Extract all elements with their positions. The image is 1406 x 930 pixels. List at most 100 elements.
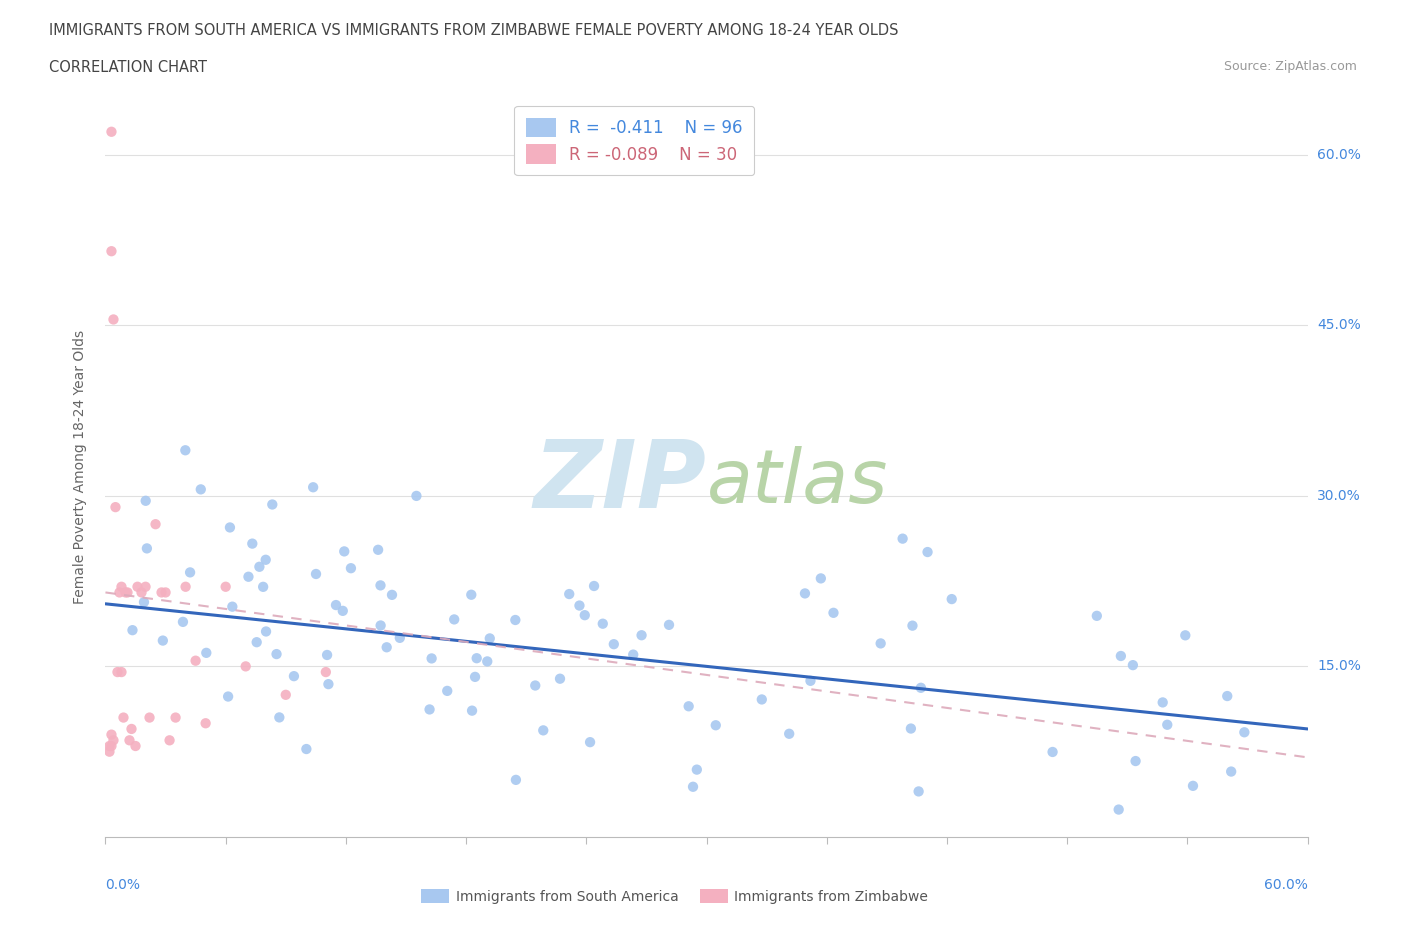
Point xyxy=(704,718,727,733)
Point xyxy=(179,565,201,579)
Point xyxy=(579,735,602,750)
Point xyxy=(269,710,291,724)
Point xyxy=(190,482,212,497)
Point xyxy=(152,633,174,648)
Point xyxy=(98,738,121,753)
Point xyxy=(907,784,929,799)
Point xyxy=(505,773,527,788)
Point xyxy=(214,579,236,594)
Point xyxy=(869,636,891,651)
Point xyxy=(318,677,340,692)
Point xyxy=(375,640,398,655)
Legend: R =  -0.411    N = 96, R = -0.089    N = 30: R = -0.411 N = 96, R = -0.089 N = 30 xyxy=(515,106,755,176)
Point xyxy=(443,612,465,627)
Point xyxy=(302,480,325,495)
Text: IMMIGRANTS FROM SOUTH AMERICA VS IMMIGRANTS FROM ZIMBABWE FEMALE POVERTY AMONG 1: IMMIGRANTS FROM SOUTH AMERICA VS IMMIGRA… xyxy=(49,23,898,38)
Point xyxy=(751,692,773,707)
Point xyxy=(901,618,924,633)
Point xyxy=(194,716,217,731)
Point xyxy=(568,598,591,613)
Point xyxy=(100,727,122,742)
Text: atlas: atlas xyxy=(707,446,889,518)
Point xyxy=(235,659,257,674)
Point xyxy=(461,703,484,718)
Point xyxy=(104,499,127,514)
Point xyxy=(240,537,263,551)
Point xyxy=(217,689,239,704)
Point xyxy=(110,665,132,680)
Point xyxy=(174,579,197,594)
Point xyxy=(340,561,363,576)
Point xyxy=(155,585,177,600)
Text: 15.0%: 15.0% xyxy=(1317,659,1361,673)
Point xyxy=(1125,753,1147,768)
Point xyxy=(388,631,411,645)
Point xyxy=(145,517,167,532)
Point xyxy=(910,681,932,696)
Point xyxy=(174,443,197,458)
Point xyxy=(254,624,277,639)
Point xyxy=(1216,688,1239,703)
Point xyxy=(110,579,132,594)
Point xyxy=(295,741,318,756)
Point xyxy=(464,670,486,684)
Text: 30.0%: 30.0% xyxy=(1317,489,1361,503)
Point xyxy=(465,651,488,666)
Text: 45.0%: 45.0% xyxy=(1317,318,1361,332)
Legend: Immigrants from South America, Immigrants from Zimbabwe: Immigrants from South America, Immigrant… xyxy=(416,884,934,910)
Point xyxy=(917,545,939,560)
Point xyxy=(238,569,260,584)
Point xyxy=(658,618,681,632)
Point xyxy=(1109,648,1132,663)
Point xyxy=(333,544,356,559)
Point xyxy=(108,585,131,600)
Point xyxy=(823,605,845,620)
Point xyxy=(370,618,392,633)
Point xyxy=(135,541,157,556)
Point xyxy=(305,566,328,581)
Point xyxy=(138,711,160,725)
Point xyxy=(252,579,274,594)
Point xyxy=(325,598,347,613)
Point xyxy=(1085,608,1108,623)
Text: CORRELATION CHART: CORRELATION CHART xyxy=(49,60,207,75)
Point xyxy=(531,723,554,737)
Point xyxy=(315,665,337,680)
Point xyxy=(100,125,122,140)
Point xyxy=(103,733,125,748)
Point xyxy=(1181,778,1204,793)
Point xyxy=(505,613,527,628)
Point xyxy=(1042,745,1064,760)
Text: Source: ZipAtlas.com: Source: ZipAtlas.com xyxy=(1223,60,1357,73)
Y-axis label: Female Poverty Among 18-24 Year Olds: Female Poverty Among 18-24 Year Olds xyxy=(73,330,87,604)
Point xyxy=(370,578,392,592)
Point xyxy=(603,637,626,652)
Point xyxy=(124,738,146,753)
Point xyxy=(100,738,122,753)
Point xyxy=(266,646,288,661)
Point xyxy=(583,578,606,593)
Point xyxy=(150,585,173,600)
Point xyxy=(1152,695,1174,710)
Point xyxy=(682,779,704,794)
Point xyxy=(1122,658,1144,672)
Point xyxy=(247,559,270,574)
Point xyxy=(316,647,339,662)
Point xyxy=(184,653,207,668)
Text: 0.0%: 0.0% xyxy=(105,878,141,892)
Point xyxy=(436,684,458,698)
Point xyxy=(100,244,122,259)
Point xyxy=(810,571,832,586)
Point xyxy=(121,623,143,638)
Point xyxy=(1156,717,1178,732)
Point xyxy=(1174,628,1197,643)
Text: 60.0%: 60.0% xyxy=(1317,148,1361,162)
Point xyxy=(799,673,821,688)
Point xyxy=(1233,724,1256,739)
Point xyxy=(621,647,644,662)
Point xyxy=(254,552,277,567)
Point xyxy=(548,671,571,686)
Point xyxy=(574,607,596,622)
Point xyxy=(1108,802,1130,817)
Point xyxy=(900,721,922,736)
